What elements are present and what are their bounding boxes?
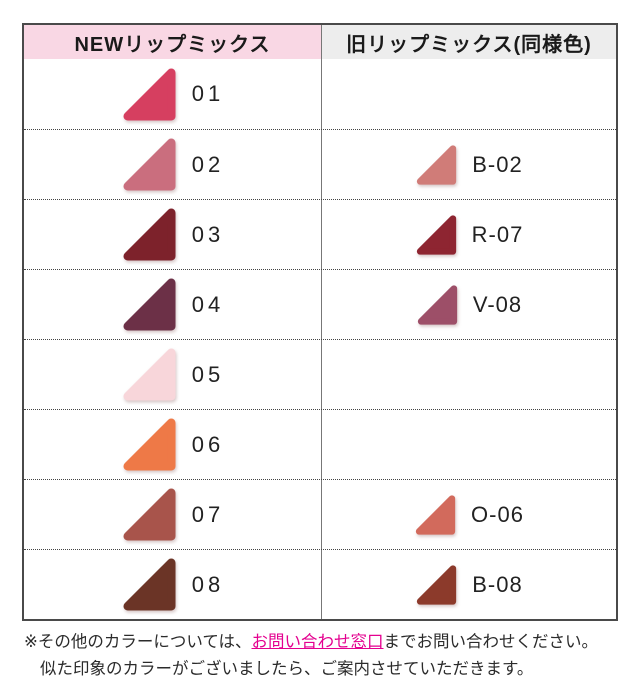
new-color-swatch triangle-swatch-icon — [121, 418, 178, 471]
footnote-line1: ※その他のカラーについては、お問い合わせ窓口までお問い合わせください。 — [24, 629, 598, 656]
new-color-label: 03 — [191, 221, 225, 247]
contact-window-link[interactable]: お問い合わせ窓口 — [251, 633, 384, 651]
new-color-label: 04 — [191, 291, 225, 317]
header-old-lipmix: 旧リップミックス(同様色) — [321, 25, 616, 59]
color-comparison-table: NEWリップミックス 旧リップミックス(同様色) 01 — [22, 23, 618, 621]
table-rows: 01 02 — [24, 59, 616, 619]
new-color-swatch triangle-swatch-icon — [121, 348, 178, 401]
new-color-label: 08 — [191, 571, 225, 597]
new-color-label: 07 — [191, 501, 225, 527]
new-color-cell: 03 — [24, 200, 321, 269]
old-color-cell — [321, 59, 616, 129]
new-color-label: 02 — [191, 151, 225, 177]
footnote-suffix: までお問い合わせください。 — [383, 633, 599, 651]
new-color-cell: 04 — [24, 270, 321, 339]
table-row: 08 B-08 — [24, 549, 616, 619]
old-color-swatch triangle-swatch-icon — [415, 564, 458, 605]
old-color-cell: B-02 — [321, 130, 616, 199]
new-color-cell: 02 — [24, 130, 321, 199]
table-header-row: NEWリップミックス 旧リップミックス(同様色) — [24, 25, 616, 59]
new-color-swatch triangle-swatch-icon — [121, 558, 178, 611]
new-color-cell: 07 — [24, 480, 321, 549]
table-row: 03 R-07 — [24, 199, 616, 269]
new-color-label: 05 — [191, 361, 225, 387]
new-color-cell: 06 — [24, 410, 321, 479]
old-cell-content: V-08 — [416, 284, 523, 325]
old-color-label: B-08 — [472, 571, 523, 597]
new-color-swatch triangle-swatch-icon — [121, 278, 178, 331]
footnote-line2: 似た印象のカラーがございましたら、ご案内させていただきます。 — [40, 660, 534, 679]
new-color-label: 06 — [191, 431, 225, 457]
old-color-label: B-02 — [472, 151, 523, 177]
old-color-cell: R-07 — [321, 200, 616, 269]
new-color-cell: 08 — [24, 550, 321, 619]
old-color-swatch triangle-swatch-icon — [414, 494, 457, 535]
old-color-cell — [321, 340, 616, 409]
old-color-swatch triangle-swatch-icon — [415, 144, 458, 185]
old-color-label: O-06 — [471, 501, 524, 527]
footnote: ※その他のカラーについては、お問い合わせ窓口までお問い合わせください。 似た印象… — [24, 629, 598, 683]
old-color-label: R-07 — [471, 221, 524, 247]
old-cell-content: R-07 — [415, 214, 524, 255]
new-color-swatch triangle-swatch-icon — [121, 67, 178, 121]
table-row: 04 V-08 — [24, 269, 616, 339]
new-color-cell: 01 — [24, 59, 321, 129]
old-cell-content: B-08 — [415, 564, 523, 605]
new-color-label: 01 — [191, 81, 225, 106]
old-cell-content: O-06 — [414, 494, 524, 535]
new-color-swatch triangle-swatch-icon — [121, 488, 178, 541]
footnote-prefix: ※その他のカラーについては、 — [24, 633, 252, 651]
table-row: 05 — [24, 339, 616, 409]
old-color-cell: O-06 — [321, 480, 616, 549]
table-row: 01 — [24, 59, 616, 129]
old-color-swatch triangle-swatch-icon — [415, 214, 458, 255]
table-row: 06 — [24, 409, 616, 479]
old-color-label: V-08 — [472, 291, 523, 317]
table-row: 02 B-02 — [24, 129, 616, 199]
new-color-swatch triangle-swatch-icon — [121, 208, 178, 261]
new-color-swatch triangle-swatch-icon — [121, 138, 178, 191]
table-row: 07 O-06 — [24, 479, 616, 549]
old-cell-content: B-02 — [415, 144, 523, 185]
header-new-lipmix: NEWリップミックス — [24, 25, 321, 59]
old-color-cell — [321, 410, 616, 479]
old-color-swatch triangle-swatch-icon — [416, 284, 459, 325]
old-color-cell: B-08 — [321, 550, 616, 619]
old-color-cell: V-08 — [321, 270, 616, 339]
new-color-cell: 05 — [24, 340, 321, 409]
